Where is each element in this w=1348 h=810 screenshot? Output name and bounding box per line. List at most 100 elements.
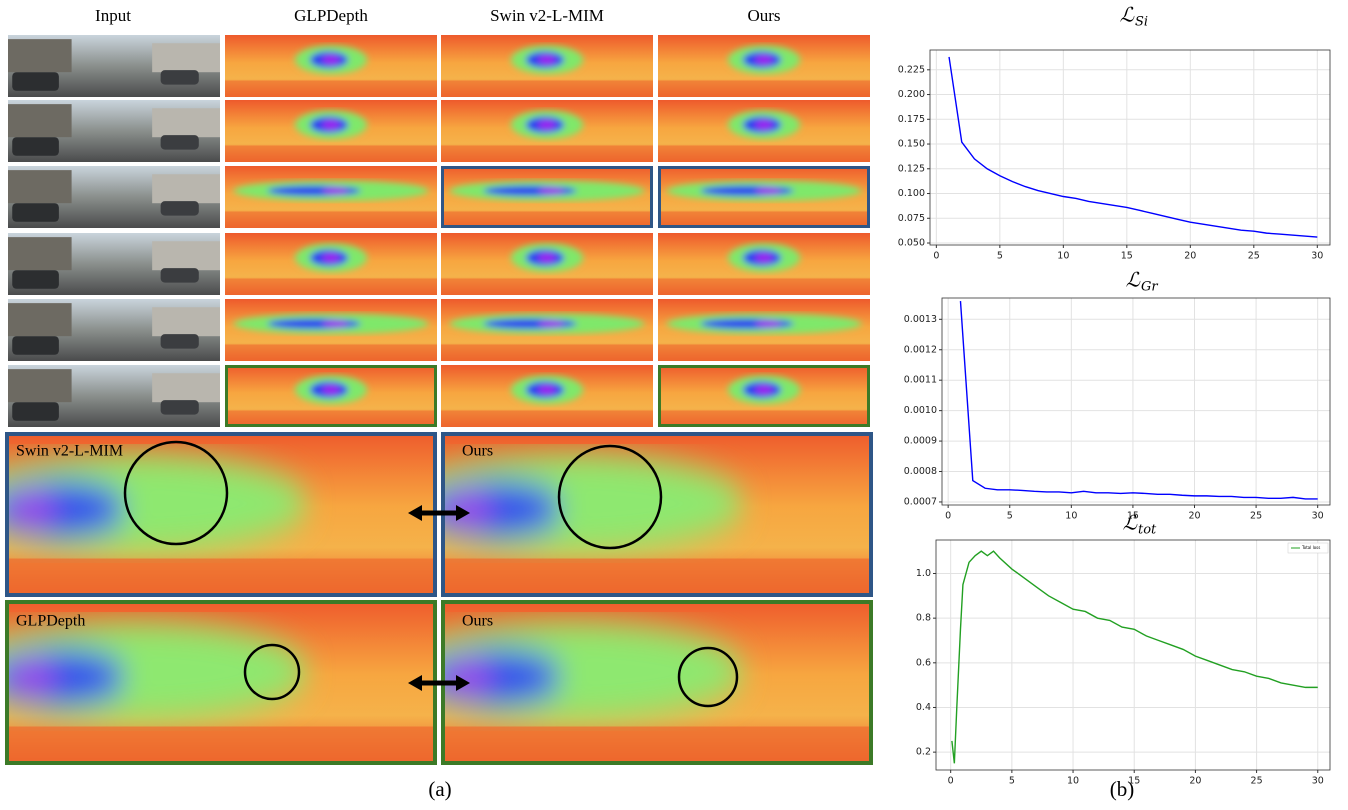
chart-title: ℒ [1123,511,1138,535]
data-line [948,56,1318,238]
blob [538,384,556,395]
depth-ground [5,726,437,765]
x-tick-label: 0 [933,251,939,262]
car [12,137,59,156]
depth-blob [510,375,584,405]
image [441,299,653,361]
building [8,170,72,204]
y-tick-label: 0.8 [916,613,931,624]
x-tick-label: 25 [1251,776,1263,787]
image [658,233,870,295]
x-tick-label: 20 [1189,776,1201,787]
depth-ground [225,145,437,162]
depth-ground [441,80,653,97]
plot-frame [935,539,1331,771]
focus-circle [243,643,301,701]
depth-blob [727,110,801,140]
depth-ground [658,211,870,228]
blob [538,319,564,328]
depth-ground [441,558,873,597]
plot-frame [929,49,1331,246]
y-tick-label: 0.0011 [904,375,937,386]
column-header: Swin v2-L-MIM [490,6,604,25]
x-tick-label: 30 [1311,251,1323,262]
image [658,35,870,97]
y-tick-label: 0.075 [898,213,925,224]
car [160,70,199,85]
arrow-head [456,505,470,521]
building [8,369,72,403]
blob [538,186,564,195]
blob [755,384,773,395]
image [8,299,220,361]
x-tick-label: 0 [948,776,954,787]
blob [322,252,340,263]
depth-ground [658,344,870,361]
blob [755,252,773,263]
depth-blob [510,45,584,75]
highlight-border [441,166,653,228]
image [658,365,870,427]
x-tick-label: 20 [1184,251,1196,262]
building [8,237,72,271]
focus-circle [677,646,739,708]
depth-blob [727,45,801,75]
building [8,104,72,138]
depth-blob [666,180,862,202]
car [160,201,199,216]
building [152,307,220,337]
depth-ground [658,278,870,295]
blob [5,489,57,529]
depth-blob [233,180,429,202]
x-tick-label: 10 [1057,251,1069,262]
zoom-label: Ours [462,443,493,460]
x-tick-label: 25 [1250,511,1262,522]
car [12,203,59,222]
depth-images [5,35,873,765]
x-tick-label: 5 [1007,511,1013,522]
depth-blob [294,375,368,405]
blob [755,319,781,328]
blob [322,384,340,395]
highlight-border [225,365,437,427]
y-tick-label: 0.4 [916,702,931,713]
y-tick-label: 0.100 [898,188,925,199]
depth-blob [666,313,862,335]
car [160,135,199,150]
focus-circle [557,444,663,550]
zoom-label: Ours [462,613,493,630]
depth-blob [5,454,308,553]
car [12,270,59,289]
image [658,100,870,162]
car [12,336,59,355]
y-tick-label: 0.0007 [904,496,937,507]
depth-blob [233,313,429,335]
depth-blob [727,375,801,405]
building [152,241,220,271]
x-tick-label: 10 [1065,511,1077,522]
depth-ground [225,211,437,228]
caption: (a) [428,777,451,801]
x-tick-label: 30 [1312,776,1324,787]
blob [322,54,340,65]
x-tick-label: 15 [1121,251,1133,262]
image [8,233,220,295]
blob [755,186,781,195]
depth-ground [441,211,653,228]
image [5,600,437,765]
y-tick-label: 0.0009 [904,436,937,447]
highlight-border [658,365,870,427]
image [658,299,870,361]
y-tick-label: 0.225 [898,64,925,75]
column-header: Input [95,6,131,25]
x-tick-label: 5 [997,251,1003,262]
depth-blob [727,243,801,273]
image [225,100,437,162]
image [225,166,437,228]
blob [538,252,556,263]
chart-title: ℒ [1120,3,1135,27]
depth-ground [5,558,437,597]
car [160,268,199,283]
chart-title-sub: Si [1135,15,1148,30]
blob [755,54,773,65]
